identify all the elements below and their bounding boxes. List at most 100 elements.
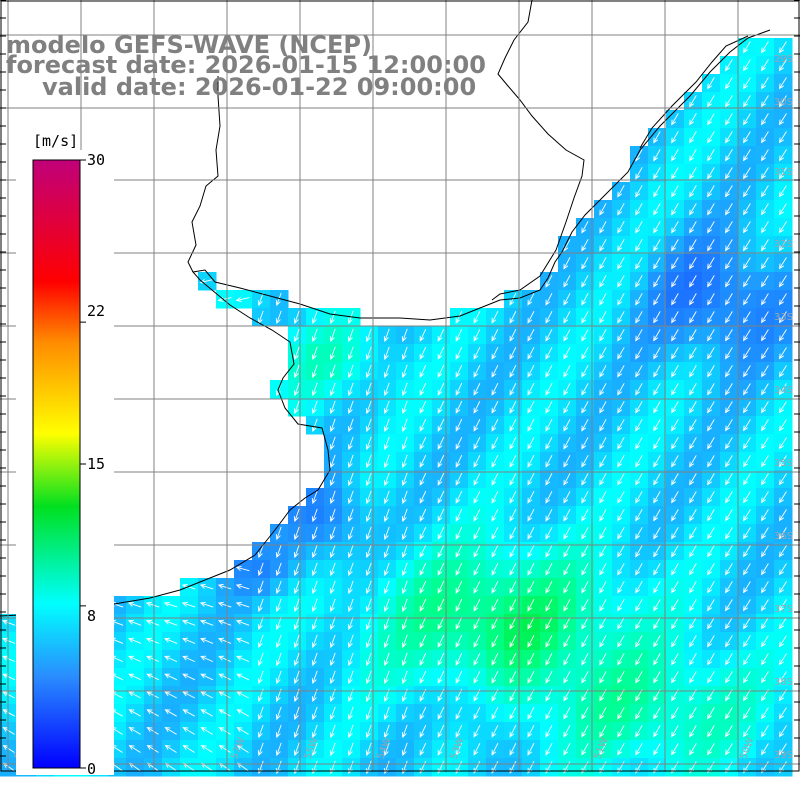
wind-arrow bbox=[689, 617, 697, 630]
wind-arrow bbox=[401, 544, 408, 559]
wind-arrow bbox=[419, 526, 427, 540]
wind-arrow bbox=[689, 401, 697, 414]
wind-arrow bbox=[491, 346, 499, 360]
wind-arrow bbox=[545, 436, 553, 450]
wind-arrow bbox=[145, 601, 160, 608]
wind-arrow bbox=[473, 580, 481, 594]
wind-arrow bbox=[653, 725, 661, 738]
wind-arrow bbox=[329, 742, 336, 757]
wind-arrow bbox=[275, 706, 282, 721]
wind-arrow bbox=[671, 437, 679, 450]
wind-arrow bbox=[128, 637, 142, 644]
wind-arrow bbox=[563, 419, 571, 432]
wind-arrow bbox=[707, 95, 715, 108]
wind-arrow bbox=[419, 400, 427, 414]
wind-arrow bbox=[419, 472, 427, 486]
colorbar-tick-15: 15 bbox=[87, 455, 106, 473]
wind-arrow bbox=[725, 221, 733, 234]
wind-arrow bbox=[689, 473, 697, 486]
wind-arrow bbox=[671, 743, 679, 756]
wind-arrow bbox=[545, 454, 553, 468]
wind-arrow bbox=[473, 544, 481, 558]
wind-arrow bbox=[778, 599, 787, 612]
wind-arrow bbox=[617, 635, 625, 648]
wind-arrow bbox=[581, 365, 589, 378]
wind-arrow bbox=[509, 418, 517, 432]
wind-arrow bbox=[635, 401, 643, 414]
wind-arrow bbox=[473, 490, 481, 504]
wind-arrow bbox=[347, 508, 354, 523]
wind-arrow bbox=[347, 526, 354, 541]
wind-arrow bbox=[164, 637, 178, 644]
wind-arrow bbox=[473, 382, 481, 396]
wind-arrow bbox=[743, 329, 751, 342]
latitude-label: 32S bbox=[774, 239, 793, 250]
wind-arrow bbox=[473, 562, 481, 576]
wind-arrow bbox=[545, 580, 553, 594]
wind-arrow bbox=[635, 221, 643, 234]
wind-arrow bbox=[725, 257, 733, 270]
wind-arrow bbox=[743, 131, 751, 144]
wind-arrow bbox=[778, 581, 787, 594]
wind-arrow bbox=[743, 401, 751, 414]
wind-arrow bbox=[743, 419, 751, 432]
wind-arrow bbox=[293, 310, 300, 325]
wind-arrow bbox=[455, 328, 463, 342]
wind-arrow bbox=[635, 743, 643, 756]
wind-arrow bbox=[347, 436, 354, 451]
wind-arrow bbox=[329, 382, 336, 397]
wind-arrow bbox=[689, 311, 697, 324]
wind-arrow bbox=[653, 545, 661, 558]
wind-arrow bbox=[581, 581, 589, 594]
wind-arrow bbox=[743, 509, 751, 522]
wind-arrow bbox=[437, 382, 445, 396]
wind-arrow bbox=[329, 580, 336, 595]
wind-arrow bbox=[473, 616, 481, 630]
wind-arrow bbox=[671, 383, 679, 396]
wind-arrow bbox=[473, 310, 481, 324]
model-title: modelo GEFS-WAVE (NCEP) bbox=[6, 31, 372, 59]
wind-arrow bbox=[743, 563, 751, 576]
wind-arrow bbox=[527, 418, 535, 432]
wind-arrow bbox=[383, 634, 390, 649]
wind-arrow bbox=[635, 347, 643, 360]
wind-arrow bbox=[743, 95, 751, 108]
wind-arrow bbox=[401, 508, 408, 523]
wind-arrow bbox=[635, 671, 643, 684]
wind-arrow bbox=[653, 419, 661, 432]
wind-arrow bbox=[347, 544, 354, 559]
wind-arrow bbox=[545, 400, 553, 414]
wind-arrow bbox=[689, 563, 697, 576]
wind-arrow bbox=[329, 400, 336, 415]
wind-arrow bbox=[473, 400, 481, 414]
wind-arrow bbox=[778, 617, 787, 630]
wind-arrow bbox=[455, 598, 463, 612]
wind-arrow bbox=[707, 725, 715, 738]
wind-arrow bbox=[761, 419, 769, 432]
wind-arrow bbox=[761, 509, 769, 522]
wind-arrow bbox=[653, 203, 661, 216]
wind-arrow bbox=[491, 472, 499, 486]
wind-arrow bbox=[455, 382, 463, 396]
wind-arrow bbox=[707, 653, 715, 666]
wind-arrow bbox=[761, 725, 769, 738]
wind-arrow bbox=[509, 400, 517, 414]
wind-arrow bbox=[311, 724, 318, 739]
wind-arrow bbox=[235, 565, 250, 572]
wind-arrow bbox=[599, 563, 607, 576]
wind-arrow bbox=[401, 382, 408, 397]
wind-arrow bbox=[778, 347, 787, 360]
wind-arrow bbox=[347, 598, 354, 613]
wind-arrow bbox=[761, 491, 769, 504]
wind-arrow bbox=[146, 744, 159, 753]
latitude-label: 34S bbox=[774, 385, 793, 396]
wind-arrow bbox=[599, 707, 607, 720]
wind-arrow bbox=[275, 310, 282, 325]
latitude-label: 37S bbox=[774, 604, 793, 615]
wind-arrow bbox=[689, 509, 697, 522]
wind-arrow bbox=[761, 545, 769, 558]
wind-arrow bbox=[311, 328, 318, 343]
wind-arrow bbox=[689, 491, 697, 504]
wind-arrow bbox=[743, 383, 751, 396]
wind-arrow bbox=[527, 328, 535, 342]
